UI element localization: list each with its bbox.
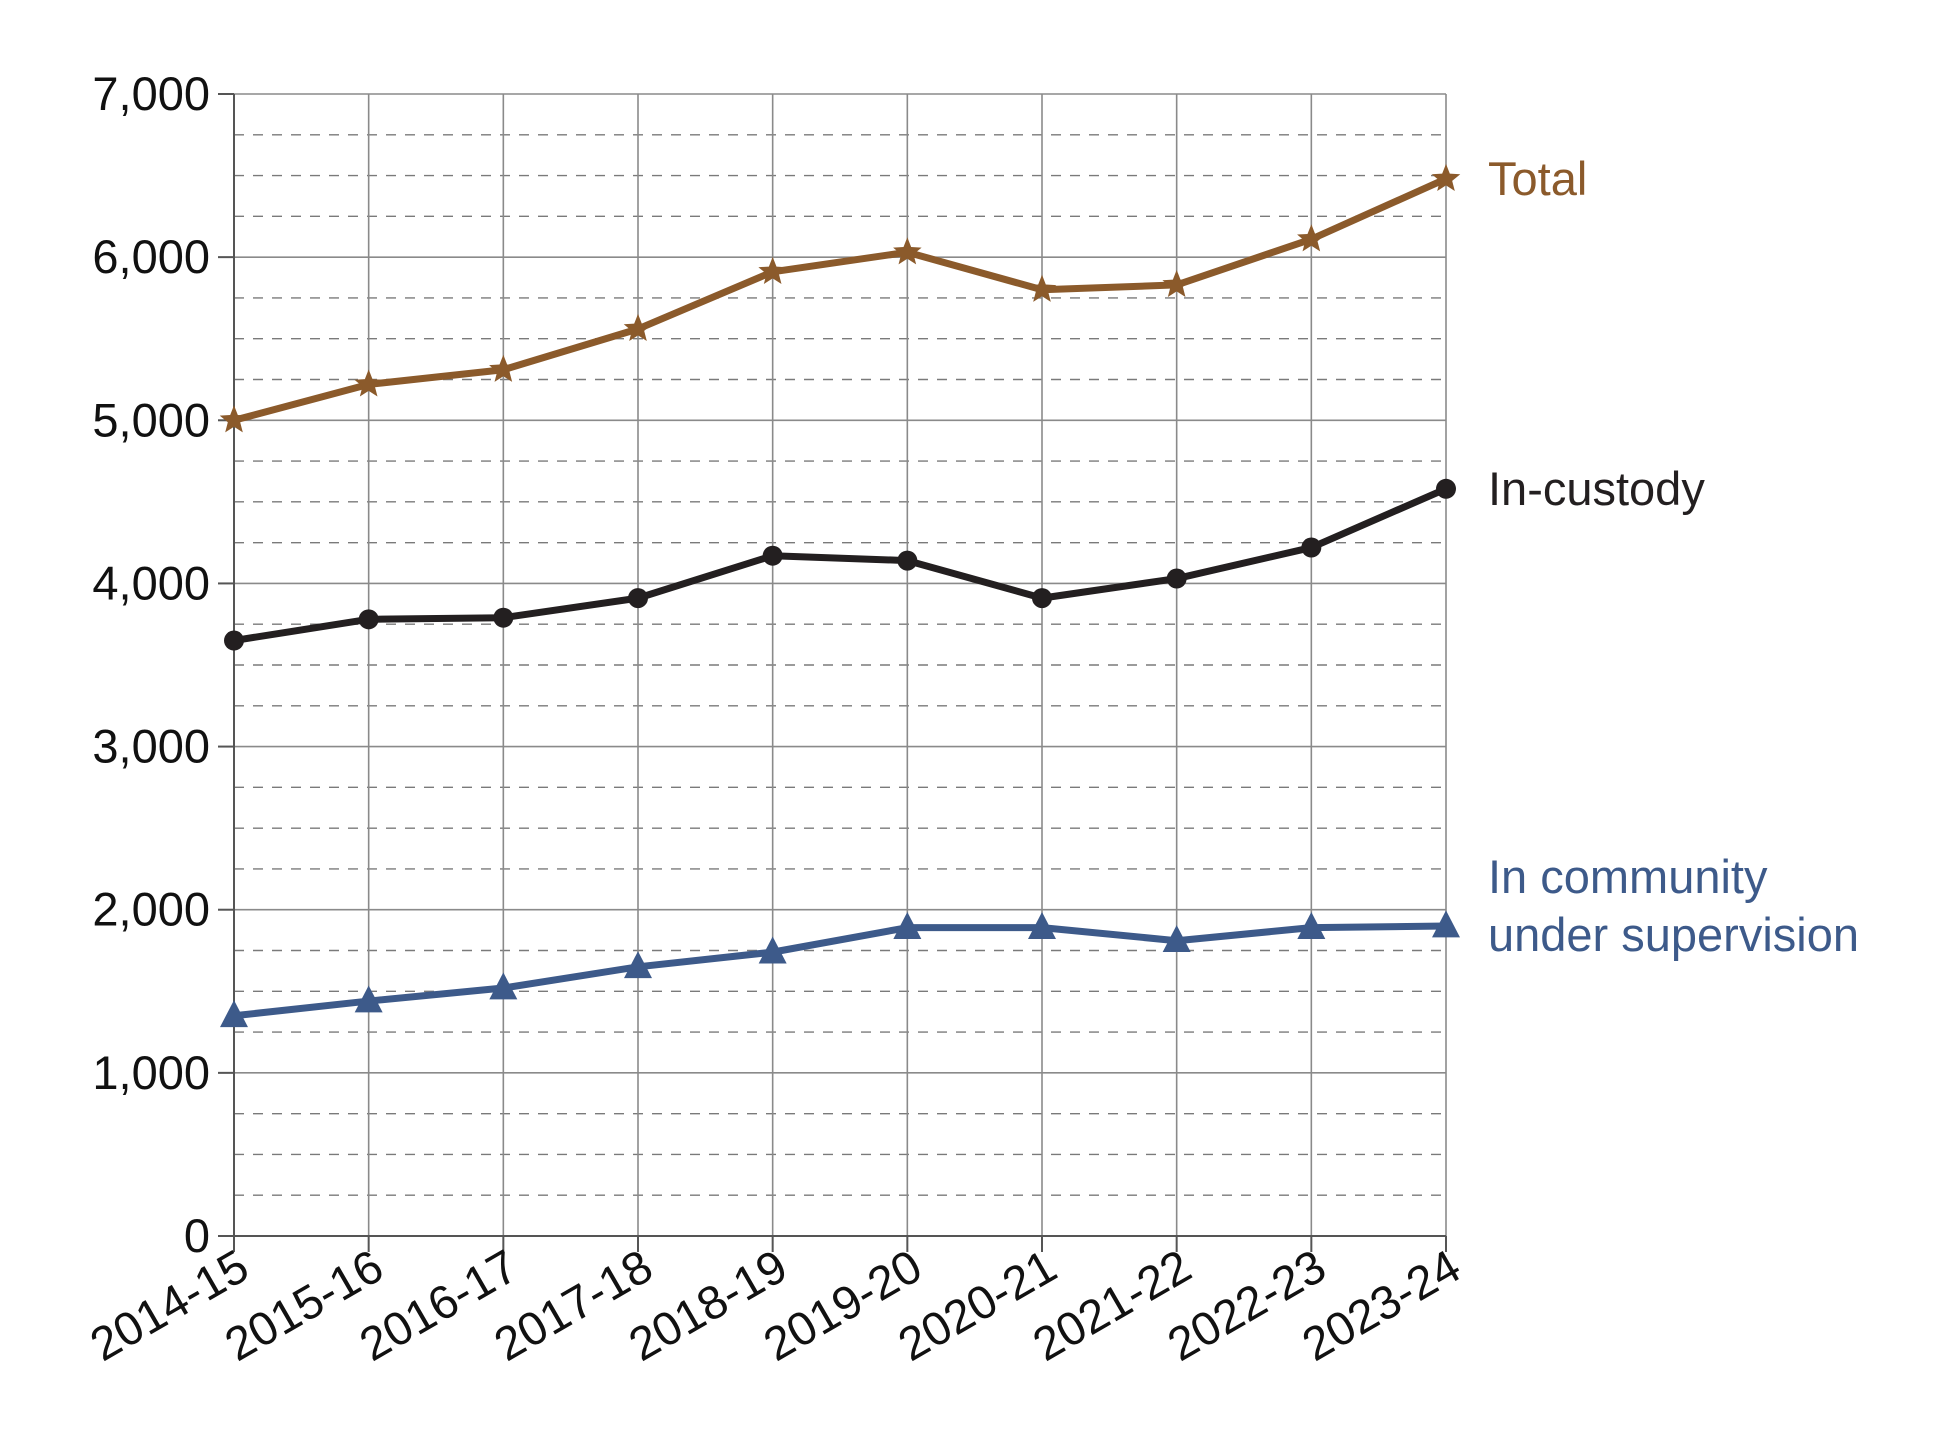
x-tick-label: 2023-24 xyxy=(1293,1239,1469,1371)
series-community xyxy=(220,910,1460,1028)
data-point-total xyxy=(1027,274,1057,302)
data-point-total xyxy=(1297,224,1326,252)
data-point-total xyxy=(893,237,922,265)
data-point-community xyxy=(1432,910,1460,938)
y-tick-label: 7,000 xyxy=(92,67,210,120)
series-line-community xyxy=(230,922,1450,1020)
data-point-total xyxy=(758,256,787,284)
y-tick-label: 3,000 xyxy=(92,720,210,773)
data-point-community xyxy=(220,1000,248,1028)
series-label-total: Total xyxy=(1488,152,1587,205)
data-point-total xyxy=(489,354,518,382)
series-total xyxy=(219,163,1461,433)
axes xyxy=(218,93,1447,1252)
data-point-community xyxy=(758,936,787,964)
y-tick-label: 2,000 xyxy=(92,883,210,936)
series-label-custody: In-custody xyxy=(1488,462,1705,515)
data-point-community xyxy=(893,912,922,939)
x-axis-tick-labels: 2014-152015-162016-172017-182018-192019-… xyxy=(81,1239,1469,1371)
series-label-community: In community xyxy=(1488,850,1768,903)
data-point-custody xyxy=(1436,478,1456,499)
y-tick-label: 5,000 xyxy=(92,393,210,446)
data-point-custody xyxy=(897,550,918,571)
series-line-custody xyxy=(230,485,1450,645)
series-label-community: under supervision xyxy=(1488,908,1859,961)
data-point-community xyxy=(354,985,383,1013)
series-line-total xyxy=(230,175,1450,424)
y-tick-label: 4,000 xyxy=(92,556,210,609)
data-point-community xyxy=(1162,925,1191,953)
data-point-total xyxy=(1431,163,1461,191)
y-axis-tick-labels: 0 1,000 2,000 3,000 4,000 5,000 6,000 7,000 xyxy=(92,67,210,1262)
data-point-custody xyxy=(1166,568,1187,589)
data-point-total xyxy=(1162,269,1191,298)
data-point-community xyxy=(1297,912,1326,939)
y-tick-label: 6,000 xyxy=(92,230,210,283)
data-point-community xyxy=(1028,912,1056,939)
data-point-community xyxy=(624,951,652,979)
data-point-total xyxy=(354,369,383,397)
data-point-community xyxy=(489,972,518,1000)
grid xyxy=(233,93,1447,1237)
series-custody xyxy=(224,478,1456,651)
data-point-total xyxy=(623,313,653,342)
y-tick-label: 0 xyxy=(184,1209,210,1262)
data-point-custody xyxy=(493,607,514,628)
data-point-custody xyxy=(1032,588,1052,609)
data-point-custody xyxy=(1301,537,1322,558)
data-point-custody xyxy=(224,630,244,651)
data-point-custody xyxy=(762,545,783,566)
data-point-custody xyxy=(358,609,379,630)
series-lines xyxy=(219,163,1461,1028)
data-point-total xyxy=(219,405,249,433)
y-tick-label: 1,000 xyxy=(92,1046,210,1099)
data-point-custody xyxy=(628,588,648,609)
